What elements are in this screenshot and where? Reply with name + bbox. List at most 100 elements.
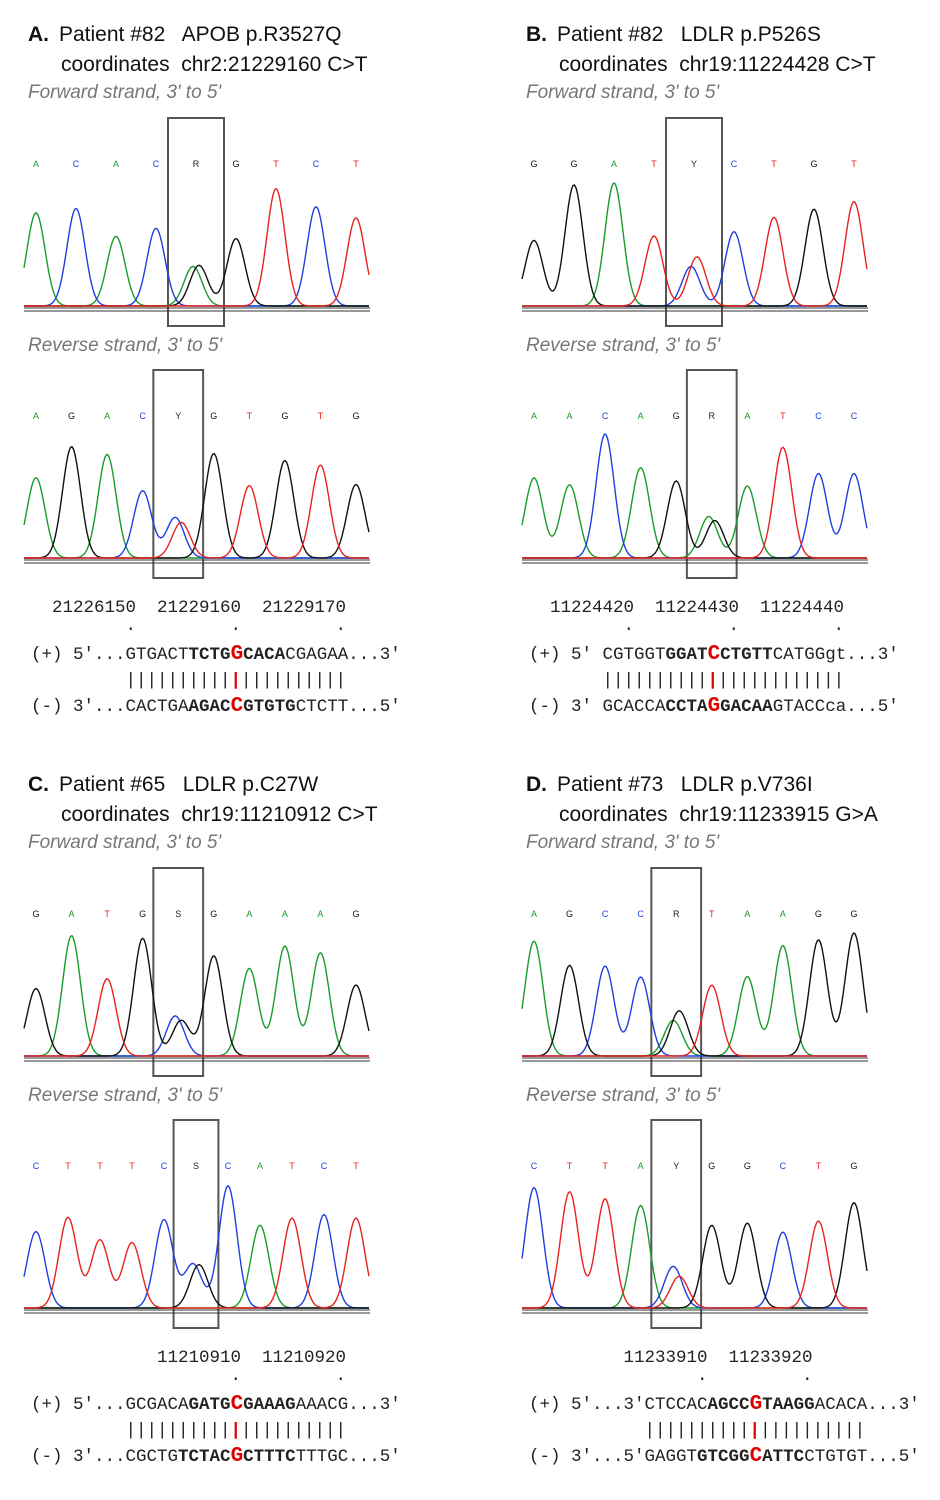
base-call: T	[353, 1161, 359, 1171]
position-tick-marks	[31, 616, 346, 636]
variant-base: G	[707, 695, 721, 718]
base-call: A	[33, 159, 39, 169]
variant-highlight-box	[665, 117, 723, 327]
base-call: G	[850, 909, 857, 919]
base-call: A	[531, 411, 537, 421]
base-call: A	[638, 1161, 644, 1171]
base-call: T	[318, 411, 324, 421]
strand-sign: (+)	[529, 645, 561, 665]
position-number: 11224440	[760, 598, 845, 618]
base-call: A	[744, 411, 750, 421]
strand-sign: (+)	[529, 1395, 561, 1415]
panel-label: D.	[526, 773, 547, 796]
strand-sign: (-)	[31, 1447, 63, 1467]
variant-base: G	[230, 643, 244, 666]
genomic-position-ruler: 11224420 11224430 11224440	[529, 598, 844, 618]
figure-panel-a: A. Patient #82 APOB p.R3527Q coordinates …	[0, 0, 470, 750]
base-call: A	[257, 1161, 263, 1171]
base-call: R	[193, 159, 200, 169]
variant-highlight-box	[685, 369, 738, 579]
base-call: C	[313, 159, 320, 169]
patient-variant: Patient #82 APOB p.R3527Q	[59, 23, 342, 46]
figure-panel-c: C. Patient #65 LDLR p.C27W coordinates ch…	[0, 750, 470, 1500]
position-tick	[136, 1366, 241, 1386]
position-number: 11233920	[728, 1348, 813, 1368]
position-tick	[708, 1366, 813, 1386]
variant-highlight-box	[650, 1119, 703, 1329]
pair-bars: ||||||||||	[241, 1421, 347, 1441]
base-call: T	[567, 1161, 573, 1171]
trace-c	[24, 1015, 369, 1057]
base-call: G	[810, 159, 817, 169]
base-call: Y	[691, 159, 697, 169]
position-number: 11210920	[262, 1348, 347, 1368]
trace-c	[522, 231, 867, 307]
base-call: C	[153, 159, 160, 169]
position-tick	[241, 1366, 346, 1386]
highlighted-sequence: TCTAC	[178, 1447, 231, 1467]
variant-base: C	[230, 1393, 244, 1416]
pair-bars: ||||||||||||	[718, 671, 845, 691]
base-call: A	[638, 411, 644, 421]
base-call: G	[530, 159, 537, 169]
flank-sequence: 3'...CGCTG	[62, 1447, 179, 1467]
position-number: 11224430	[655, 598, 740, 618]
base-call: T	[651, 159, 657, 169]
trace-t	[24, 187, 370, 307]
position-tick	[634, 616, 739, 636]
highlighted-sequence: GTCGG	[697, 1447, 750, 1467]
panel-title: A. Patient #82 APOB p.R3527Q	[28, 20, 342, 50]
strand-sign: (+)	[31, 645, 63, 665]
base-call: A	[104, 411, 110, 421]
highlighted-sequence: GGAT	[665, 645, 708, 665]
base-call: G	[570, 159, 577, 169]
pair-bars: ||||||||||	[241, 671, 347, 691]
position-tick	[603, 1366, 708, 1386]
minus-strand-sequence: (-) 3' GCACCACCTAGGACAAGTACCca...5'	[529, 695, 899, 718]
base-call: C	[637, 909, 644, 919]
flank-sequence: 3'...5'GAGGT	[560, 1447, 698, 1467]
pair-bars: ||||||||||	[125, 1421, 231, 1441]
flank-sequence: CTCTT...5'	[295, 697, 401, 717]
base-call: G	[566, 909, 573, 919]
position-tick	[241, 616, 346, 636]
variant-highlight-box	[650, 867, 703, 1077]
variant-base: C	[230, 695, 244, 718]
base-call: A	[113, 159, 119, 169]
minus-strand-sequence: (-) 3'...5'GAGGTGTCGGCATTCCTGTGT...5'	[529, 1446, 920, 1467]
minus-strand-sequence: (-) 3'...CACTGAAGACCGTGTGCTCTT...5'	[31, 695, 401, 718]
trace-a	[522, 182, 867, 307]
reverse-strand-label: Reverse strand, 3' to 5'	[526, 1085, 721, 1106]
base-call: A	[611, 159, 617, 169]
panel-title: C. Patient #65 LDLR p.C27W	[28, 770, 318, 800]
base-call: T	[97, 1161, 103, 1171]
base-call: T	[780, 411, 786, 421]
base-call: G	[352, 411, 359, 421]
position-tick	[136, 616, 241, 636]
base-call: G	[139, 909, 146, 919]
trace-t	[522, 446, 867, 559]
base-call: A	[567, 411, 573, 421]
trace-c	[522, 965, 867, 1057]
base-call: T	[289, 1161, 295, 1171]
pair-bars: ||||||||||	[644, 1421, 750, 1441]
position-number: 21226150	[52, 598, 137, 618]
trace-g	[522, 932, 868, 1057]
highlighted-sequence: AGAC	[188, 697, 231, 717]
base-call: G	[232, 159, 239, 169]
base-call: T	[65, 1161, 71, 1171]
base-call: T	[273, 159, 279, 169]
position-number: 11233910	[623, 1348, 708, 1368]
flank-sequence: CTGTGT...5'	[804, 1447, 920, 1467]
base-call: A	[246, 909, 252, 919]
plus-strand-sequence: (+) 5'...GTGACTTCTGGCACACGAGAA...3'	[31, 643, 401, 666]
highlighted-sequence: CCTA	[665, 697, 708, 717]
variant-highlight-box	[172, 1119, 220, 1329]
base-call: C	[731, 159, 738, 169]
base-call: C	[602, 909, 609, 919]
genomic-coordinates: coordinates chr19:11210912 C>T	[61, 803, 378, 826]
